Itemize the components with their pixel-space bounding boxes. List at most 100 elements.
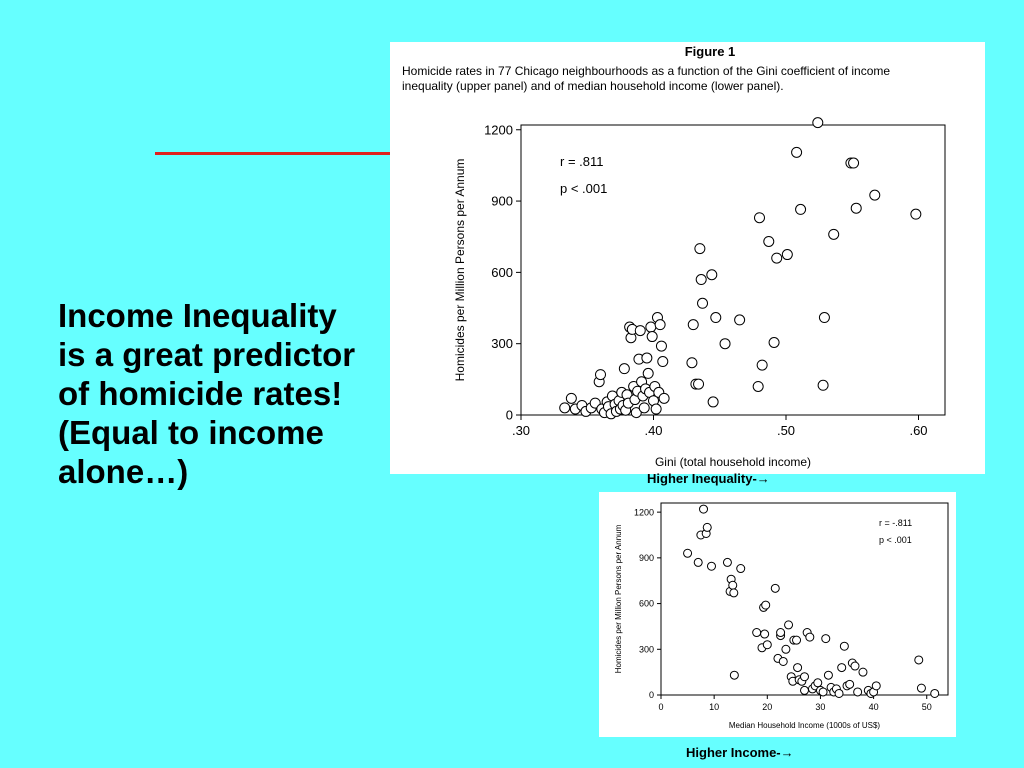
y-tick-label: 1200 bbox=[484, 122, 513, 137]
data-point bbox=[702, 522, 712, 532]
data-point bbox=[729, 670, 739, 680]
data-point bbox=[657, 356, 669, 368]
x-tick-label: .40 bbox=[644, 423, 662, 438]
data-point bbox=[756, 359, 768, 371]
stat-annotation: p < .001 bbox=[560, 181, 607, 196]
data-point bbox=[638, 402, 650, 414]
data-point bbox=[694, 243, 706, 255]
data-point bbox=[642, 367, 654, 379]
data-point bbox=[559, 402, 571, 414]
data-point bbox=[565, 392, 577, 404]
y-tick-label: 300 bbox=[639, 644, 654, 654]
data-point bbox=[736, 564, 746, 574]
data-point bbox=[850, 202, 862, 214]
data-point bbox=[828, 228, 840, 240]
x-axis-label: Median Household Income (1000s of US$) bbox=[729, 721, 881, 730]
x-tick-label: 20 bbox=[762, 702, 772, 712]
data-point bbox=[686, 357, 698, 369]
income-scatter-chart: 0 10 20 30 40 50 0 300 600 900 1200 Median Househol… bbox=[614, 502, 949, 730]
data-point bbox=[813, 678, 823, 688]
higher-income-label: Higher Income-→ bbox=[686, 745, 794, 760]
y-tick-label: 600 bbox=[639, 599, 654, 609]
data-point bbox=[871, 681, 881, 691]
data-point bbox=[710, 312, 722, 324]
data-point bbox=[697, 297, 709, 309]
data-point bbox=[630, 407, 642, 419]
y-tick-label: 0 bbox=[649, 690, 654, 700]
data-point bbox=[845, 679, 855, 689]
data-point bbox=[707, 396, 719, 408]
x-tick-label: 0 bbox=[658, 702, 663, 712]
data-point bbox=[812, 117, 824, 129]
data-point bbox=[683, 548, 693, 558]
x-tick-label: 30 bbox=[815, 702, 825, 712]
data-point bbox=[869, 189, 881, 201]
data-point bbox=[795, 203, 807, 215]
data-point bbox=[706, 561, 716, 571]
data-point bbox=[706, 269, 718, 281]
stat-annotation: r = -.811 bbox=[879, 518, 912, 528]
data-point bbox=[646, 331, 658, 343]
data-point bbox=[792, 635, 802, 645]
data-point bbox=[817, 379, 829, 391]
gini-scatter-chart: .30 .40 .50 .60 0 300 600 900 1200 Gini (total ho… bbox=[453, 117, 946, 469]
plot-frame bbox=[520, 124, 946, 416]
data-point bbox=[776, 628, 786, 638]
data-point bbox=[734, 314, 746, 326]
data-point bbox=[728, 580, 738, 590]
data-point bbox=[687, 319, 699, 331]
data-point bbox=[848, 157, 860, 169]
data-point bbox=[839, 641, 849, 651]
y-tick-label: 900 bbox=[639, 553, 654, 563]
data-point bbox=[595, 369, 606, 381]
x-tick-label: 10 bbox=[709, 702, 719, 712]
data-point bbox=[634, 325, 646, 337]
data-point bbox=[645, 321, 657, 333]
data-point bbox=[793, 663, 803, 673]
data-point bbox=[722, 557, 732, 567]
caption-line: Homicide rates in 77 Chicago neighbourho… bbox=[402, 64, 891, 78]
data-point bbox=[834, 688, 844, 698]
data-point bbox=[858, 667, 868, 677]
data-point bbox=[655, 340, 667, 352]
data-point bbox=[719, 338, 731, 350]
slide-headline: Income Inequality is a great predictor o… bbox=[58, 296, 418, 491]
stat-annotation: p < .001 bbox=[879, 535, 912, 545]
headline-line: Income Inequality bbox=[58, 297, 337, 334]
figure-panel-gini: Figure 1 Homicide rates in 77 Chicago ne… bbox=[390, 42, 985, 474]
data-point bbox=[752, 380, 764, 392]
x-tick-label: .30 bbox=[512, 423, 530, 438]
x-tick-label: 50 bbox=[922, 702, 932, 712]
data-point bbox=[770, 583, 780, 593]
headline-line: of homicide rates! bbox=[58, 375, 343, 412]
x-tick-label: .50 bbox=[777, 423, 795, 438]
data-point bbox=[778, 656, 788, 666]
data-point bbox=[618, 363, 630, 375]
data-point bbox=[763, 235, 775, 247]
data-point bbox=[695, 274, 707, 286]
data-point bbox=[762, 640, 772, 650]
data-point bbox=[768, 337, 780, 348]
data-point bbox=[800, 685, 809, 695]
y-tick-label: 1200 bbox=[634, 507, 654, 517]
data-point bbox=[729, 588, 739, 598]
data-point bbox=[916, 683, 926, 693]
data-point bbox=[818, 687, 828, 697]
data-point bbox=[818, 312, 830, 324]
data-point bbox=[800, 672, 809, 682]
x-axis-label: Gini (total household income) bbox=[655, 455, 811, 469]
y-tick-label: 0 bbox=[506, 408, 513, 423]
y-tick-label: 300 bbox=[491, 336, 513, 351]
figure-title: Figure 1 bbox=[684, 44, 736, 59]
y-tick-label: 600 bbox=[491, 265, 513, 280]
data-point bbox=[837, 663, 847, 673]
data-point bbox=[754, 212, 765, 224]
figure-panel-income: 0 10 20 30 40 50 0 300 600 900 1200 Median Househol… bbox=[599, 492, 956, 737]
data-point bbox=[805, 632, 815, 642]
data-point bbox=[930, 688, 940, 698]
y-axis-label: Homicides per Million Persons per Annum bbox=[614, 524, 623, 673]
data-point bbox=[658, 392, 670, 404]
data-point bbox=[781, 249, 793, 261]
data-point bbox=[910, 208, 922, 220]
x-tick-label: .60 bbox=[909, 423, 927, 438]
